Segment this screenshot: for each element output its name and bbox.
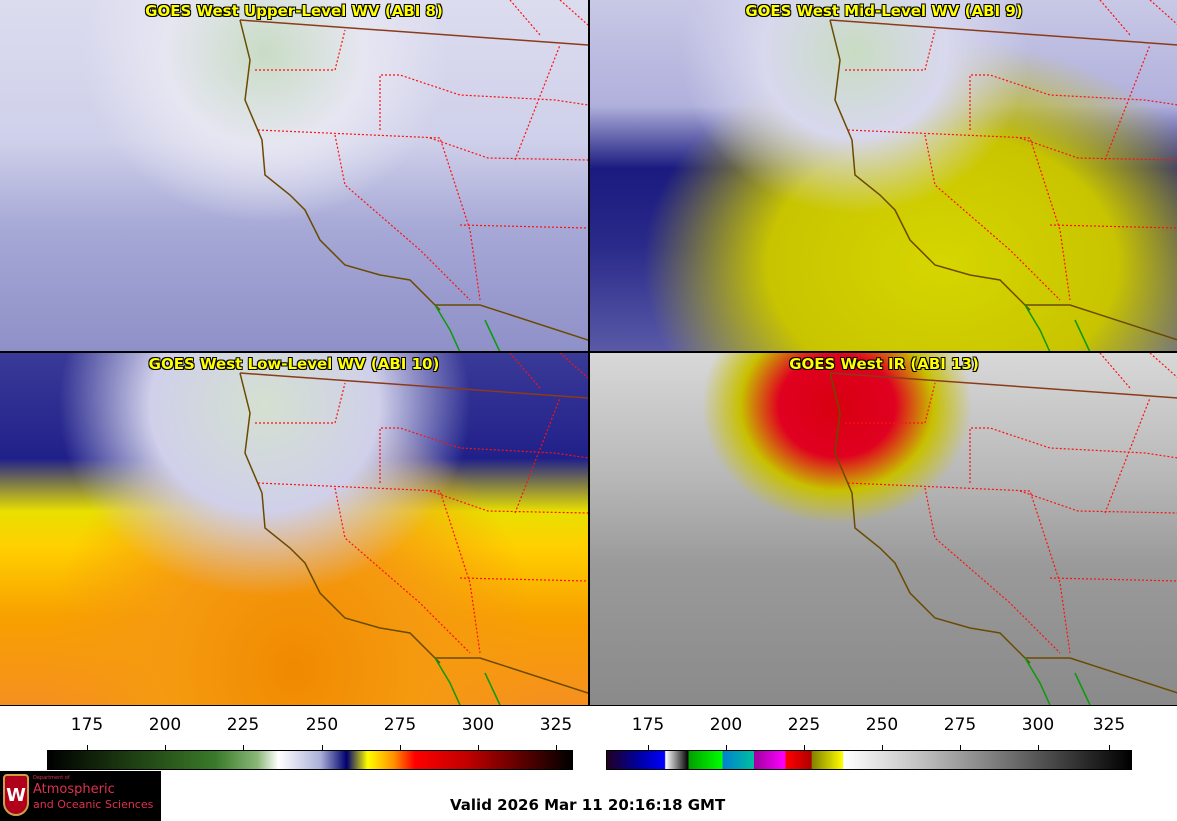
colorbar-tick — [804, 745, 805, 751]
colorbar-tick — [400, 745, 401, 751]
panel-title: GOES West Mid-Level WV (ABI 9) — [745, 2, 1023, 20]
map-overlay — [829, 353, 1177, 705]
valid-time: Valid 2026 Mar 11 20:16:18 GMT — [450, 796, 726, 814]
colorbar-tick-label: 250 — [305, 715, 339, 735]
colorbar-tick-label: 300 — [461, 715, 495, 735]
aos-logo[interactable]: W Department of Atmospheric and Oceanic … — [0, 771, 161, 821]
uw-crest-icon: W — [3, 774, 29, 816]
colorbar-tick — [1109, 745, 1110, 751]
panel-low-level-wv: GOES West Low-Level WV (ABI 10) — [0, 353, 588, 705]
footer: 175 200 225 250 275 300 325 175 200 225 … — [0, 705, 1177, 821]
colorbar-tick — [87, 745, 88, 751]
colorbar-tick — [556, 745, 557, 751]
colorbar-tick-label: 200 — [148, 715, 182, 735]
colorbar-tick-label: 200 — [709, 715, 743, 735]
colorbar-tick — [243, 745, 244, 751]
colorbar-tick — [1038, 745, 1039, 751]
colorbar-tick-label: 275 — [943, 715, 977, 735]
colorbar-tick-label: 250 — [865, 715, 899, 735]
panel-title: GOES West Upper-Level WV (ABI 8) — [145, 2, 443, 20]
map-overlay — [239, 0, 588, 352]
panel-title: GOES West IR (ABI 13) — [789, 355, 979, 373]
panel-ir: GOES West IR (ABI 13) — [590, 353, 1177, 705]
logo-line1: Atmospheric — [33, 782, 115, 797]
colorbar-tick-label: 275 — [383, 715, 417, 735]
colorbar-tick-label: 225 — [226, 715, 260, 735]
colorbar-tick — [648, 745, 649, 751]
map-overlay — [239, 353, 588, 705]
colorbar-tick-label: 325 — [539, 715, 573, 735]
colorbar-tick — [478, 745, 479, 751]
colorbar-tick-label: 175 — [631, 715, 665, 735]
logo-department: Department of — [33, 775, 70, 781]
colorbar-tick-label: 325 — [1092, 715, 1126, 735]
colorbar-tick — [165, 745, 166, 751]
colorbar-water-vapor: 175 200 225 250 275 300 325 — [47, 715, 573, 770]
colorbar-tick — [960, 745, 961, 751]
colorbar-infrared: 175 200 225 250 275 300 325 — [606, 715, 1132, 770]
colorbar-tick — [882, 745, 883, 751]
colorbar-tick-label: 225 — [787, 715, 821, 735]
panel-title: GOES West Low-Level WV (ABI 10) — [148, 355, 440, 373]
panel-mid-level-wv: GOES West Mid-Level WV (ABI 9) — [590, 0, 1177, 352]
panel-divider-horizontal — [0, 351, 1177, 353]
colorbar-tick — [726, 745, 727, 751]
colorbar-tick-label: 175 — [70, 715, 104, 735]
colorbar-tick — [322, 745, 323, 751]
logo-line2: and Oceanic Sciences — [33, 798, 154, 811]
map-overlay — [829, 0, 1177, 352]
panel-upper-level-wv: GOES West Upper-Level WV (ABI 8) — [0, 0, 588, 352]
colorbar-tick-label: 300 — [1021, 715, 1055, 735]
